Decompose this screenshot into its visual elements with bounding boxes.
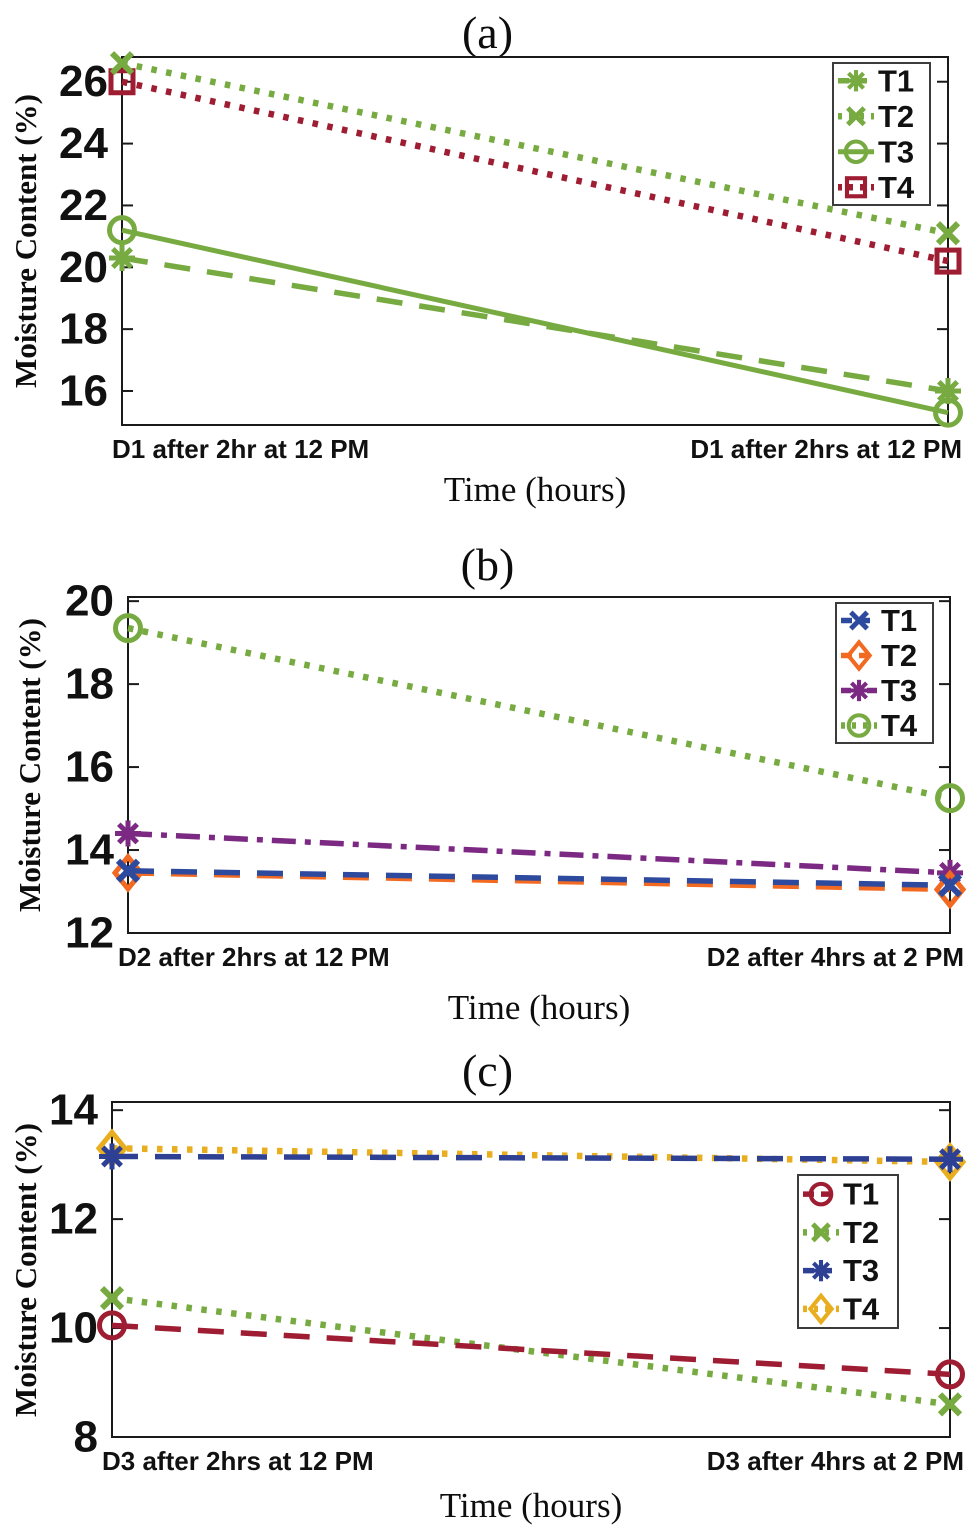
asterisk-marker (850, 681, 868, 700)
x-marker (846, 106, 866, 127)
asterisk-marker (101, 1145, 123, 1168)
asterisk-marker (939, 1148, 961, 1171)
x-marker (849, 610, 869, 631)
x-marker (109, 51, 135, 76)
legend-label-T2: T2 (843, 1215, 879, 1250)
legend-label-T2: T2 (881, 638, 917, 673)
panel-a-x-axis-label: Time (hours) (443, 470, 627, 509)
legend-label-T2: T2 (878, 99, 914, 134)
series-line-T4 (127, 624, 951, 802)
x-marker (935, 221, 961, 246)
circle-marker (843, 139, 869, 165)
panel-b-category-left: D2 after 2hrs at 12 PM (118, 942, 390, 972)
y-tick-label: 16 (65, 743, 114, 792)
series-line-T3 (127, 830, 951, 876)
asterisk-marker (812, 1261, 830, 1280)
x-marker (811, 1222, 831, 1243)
circle-marker (935, 783, 965, 814)
panel-a: (a) Moisture Content (%) 16 18 20 22 24 26 T1 T… (0, 0, 975, 510)
legend-label-T4: T4 (881, 708, 918, 743)
panel-b-x-axis-label: Time (hours) (447, 988, 631, 1027)
panel-c: (c) Moisture Content (%) 8 10 12 14 T1 T2 T3 T4… (0, 1020, 975, 1526)
circle-marker (846, 713, 872, 738)
asterisk-marker (937, 380, 959, 402)
legend-label-T3: T3 (843, 1253, 879, 1288)
y-tick-label: 20 (65, 577, 114, 626)
y-tick-label: 14 (49, 1086, 98, 1135)
diamond-marker (111, 852, 145, 893)
legend-label-T1: T1 (843, 1177, 879, 1212)
panel-a-category-right: D1 after 2hrs at 12 PM (690, 434, 962, 464)
y-tick-label: 10 (49, 1304, 98, 1353)
x-marker (937, 873, 963, 898)
series-line-T2 (121, 60, 949, 237)
series-line-T1 (127, 868, 951, 889)
square-marker (844, 176, 868, 199)
diamond-marker (845, 639, 873, 672)
series-line-T2 (111, 1294, 951, 1408)
panel-b-title: (b) (460, 539, 515, 590)
y-tick-label: 18 (65, 660, 114, 709)
y-tick-label: 14 (65, 826, 114, 875)
legend-label-T3: T3 (878, 134, 914, 169)
square-marker (934, 247, 962, 275)
plot-border (111, 1101, 951, 1438)
circle-marker (97, 1310, 127, 1341)
asterisk-marker (847, 71, 865, 90)
y-tick-label: 26 (59, 57, 108, 106)
legend-label-T1: T1 (878, 63, 914, 98)
legend-label-T1: T1 (881, 603, 917, 638)
x-marker (937, 1392, 963, 1417)
square-marker (108, 68, 136, 96)
plot-border (127, 596, 951, 934)
series-line-T3 (111, 1153, 951, 1162)
x-marker (99, 1285, 125, 1311)
circle-marker (935, 1359, 965, 1390)
circle-marker (113, 613, 143, 644)
panel-c-x-axis-label: Time (hours) (439, 1486, 623, 1525)
panel-c-title: (c) (461, 1045, 514, 1096)
asterisk-marker (111, 247, 133, 269)
series-line-T4 (121, 78, 949, 265)
circle-marker (107, 215, 137, 246)
asterisk-marker (117, 822, 139, 845)
legend-label-T4: T4 (843, 1291, 880, 1326)
diamond-marker (807, 1292, 835, 1326)
y-tick-label: 8 (74, 1413, 98, 1462)
panel-c-category-left: D3 after 2hrs at 12 PM (102, 1446, 374, 1476)
legend-label-T3: T3 (881, 673, 917, 708)
series-line-T3 (121, 227, 949, 416)
y-tick-label: 24 (59, 119, 108, 168)
series-line-T4 (111, 1145, 951, 1166)
y-tick-label: 16 (59, 366, 108, 415)
diamond-marker (933, 869, 967, 910)
y-tick-label: 22 (59, 181, 108, 230)
y-tick-label: 12 (65, 909, 114, 958)
series-line-T1 (121, 255, 949, 394)
panel-a-title: (a) (461, 7, 514, 58)
series-line-T1 (111, 1322, 951, 1378)
panel-b: (b) Moisture Content (%) 12 14 16 18 20 T1 T2 T… (0, 510, 975, 1027)
circle-marker (808, 1181, 834, 1207)
legend-label-T4: T4 (878, 170, 915, 205)
y-tick-label: 12 (49, 1195, 98, 1244)
y-tick-label: 18 (59, 305, 108, 354)
panel-a-category-left: D1 after 2hr at 12 PM (112, 434, 370, 464)
panel-c-category-right: D3 after 4hrs at 2 PM (706, 1446, 964, 1476)
y-tick-label: 20 (59, 243, 108, 292)
x-marker (115, 858, 141, 883)
panel-b-category-right: D2 after 4hrs at 2 PM (706, 942, 964, 972)
